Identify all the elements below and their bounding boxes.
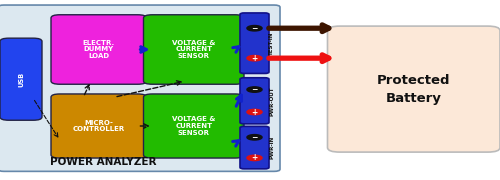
Text: MICRO-
CONTROLLER: MICRO- CONTROLLER — [72, 120, 125, 132]
Text: −: − — [252, 133, 258, 142]
Circle shape — [247, 155, 262, 161]
FancyBboxPatch shape — [144, 15, 244, 84]
Text: VOLTAGE &
CURRENT
SENSOR: VOLTAGE & CURRENT SENSOR — [172, 116, 216, 136]
Text: POWER ANALYZER: POWER ANALYZER — [50, 157, 156, 167]
Text: +: + — [252, 107, 258, 116]
FancyBboxPatch shape — [0, 5, 280, 171]
FancyBboxPatch shape — [328, 26, 500, 152]
Text: USB: USB — [18, 72, 24, 87]
Circle shape — [247, 55, 262, 61]
Text: +: + — [252, 54, 258, 63]
Text: TEST-IN: TEST-IN — [269, 31, 274, 55]
Text: +: + — [252, 153, 258, 162]
FancyBboxPatch shape — [0, 38, 42, 120]
FancyBboxPatch shape — [240, 13, 269, 73]
FancyBboxPatch shape — [51, 94, 146, 158]
FancyBboxPatch shape — [51, 15, 146, 84]
Text: PWR-OUT: PWR-OUT — [269, 86, 274, 116]
Text: PWR-IN: PWR-IN — [269, 136, 274, 159]
Circle shape — [247, 87, 262, 92]
Circle shape — [247, 109, 262, 115]
Circle shape — [247, 26, 262, 31]
Circle shape — [247, 135, 262, 140]
Text: Protected
Battery: Protected Battery — [377, 74, 450, 105]
Text: −: − — [252, 24, 258, 33]
Text: −: − — [252, 85, 258, 94]
FancyBboxPatch shape — [240, 126, 269, 169]
Text: ELECTR.
DUMMY
LOAD: ELECTR. DUMMY LOAD — [82, 40, 115, 59]
Text: VOLTAGE &
CURRENT
SENSOR: VOLTAGE & CURRENT SENSOR — [172, 40, 216, 59]
FancyBboxPatch shape — [240, 78, 269, 124]
FancyBboxPatch shape — [144, 94, 244, 158]
